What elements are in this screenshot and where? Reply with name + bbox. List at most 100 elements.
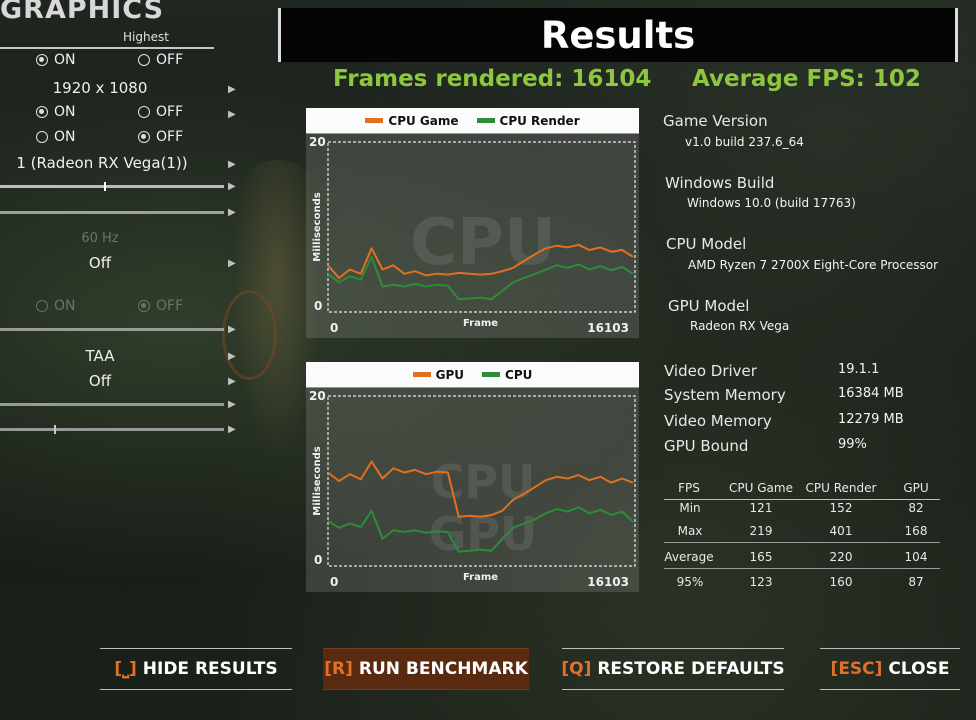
table-row: Average 165 220 104 — [664, 547, 940, 569]
series-line-2 — [327, 506, 634, 553]
cpu-frametime-chart: CPU Game CPU Render CPU 20 0 0 16103 Frame Mil… — [306, 108, 639, 338]
x-tick-label: 16103 — [587, 575, 629, 589]
refresh-rate-value: 60 Hz — [81, 231, 119, 246]
option-on-radio: ON — [36, 298, 76, 314]
results-header: Results — [278, 8, 958, 62]
frames-rendered: Frames rendered: 16104 — [333, 66, 652, 92]
restore-defaults-button[interactable]: [Q] RESTORE DEFAULTS — [561, 648, 785, 690]
button-label: RESTORE DEFAULTS — [597, 659, 785, 679]
background-ring — [222, 290, 277, 380]
run-benchmark-button[interactable]: [R] RUN BENCHMARK — [323, 648, 529, 690]
legend-item: GPU — [412, 368, 464, 382]
x-tick-label: 0 — [330, 321, 338, 335]
key-hint: [ESC] — [830, 659, 883, 679]
hide-results-button[interactable]: [⎵] HIDE RESULTS — [100, 648, 292, 690]
option-off-radio[interactable]: OFF — [138, 52, 183, 68]
gpu-select-value[interactable]: 1 (Radeon RX Vega(1)) — [16, 154, 188, 172]
option-off-radio[interactable]: OFF — [138, 129, 183, 145]
arrow-right-icon[interactable]: ▶ — [228, 159, 236, 170]
x-axis-label: Frame — [463, 572, 498, 583]
table-cell: 87 — [908, 575, 924, 589]
slider-knob[interactable] — [104, 182, 106, 191]
anti-aliasing-value[interactable]: TAA — [85, 347, 115, 365]
cpu-model-value: AMD Ryzen 7 2700X Eight-Core Processor — [688, 258, 939, 272]
row-label: Min — [679, 501, 701, 515]
y-tick-label: 20 — [309, 389, 326, 403]
arrow-right-icon[interactable]: ▶ — [228, 424, 236, 435]
arrow-right-icon[interactable]: ▶ — [228, 351, 236, 362]
legend-swatch — [365, 118, 384, 123]
button-label: RUN BENCHMARK — [358, 659, 528, 679]
button-label: CLOSE — [888, 659, 950, 679]
row-label: Max — [677, 524, 703, 538]
setting-slider[interactable] — [0, 328, 224, 331]
option-off-radio: OFF — [138, 298, 183, 314]
button-label: HIDE RESULTS — [142, 659, 278, 679]
graphics-settings-panel: GRAPHICS Highest ON OFF 1920 x 1080 ▶ ON… — [0, 0, 240, 440]
average-fps: Average FPS: 102 — [692, 66, 921, 92]
y-tick-label: 0 — [314, 299, 322, 313]
arrow-right-icon[interactable]: ▶ — [228, 181, 236, 192]
option-off-radio[interactable]: OFF — [138, 104, 183, 120]
option-on-radio[interactable]: ON — [36, 129, 76, 145]
title-divider — [0, 47, 214, 49]
arrow-right-icon[interactable]: ▶ — [228, 84, 236, 95]
legend-swatch — [476, 118, 495, 123]
slider-knob[interactable] — [54, 425, 56, 434]
key-hint: [Q] — [561, 659, 592, 679]
option-label: OFF — [156, 129, 184, 145]
table-row: Min 121 152 82 — [664, 498, 940, 520]
y-tick-label: 20 — [309, 135, 326, 149]
arrow-right-icon[interactable]: ▶ — [228, 258, 236, 269]
option-label: ON — [54, 104, 76, 120]
arrow-right-icon[interactable]: ▶ — [228, 376, 236, 387]
setting-value[interactable]: Off — [88, 254, 112, 272]
gpu-model-label: GPU Model — [668, 297, 750, 315]
arrow-right-icon[interactable]: ▶ — [228, 399, 236, 410]
setting-slider[interactable] — [0, 425, 224, 434]
setting-slider[interactable] — [0, 403, 224, 406]
preset-label: Highest — [123, 30, 169, 44]
column-header: GPU — [903, 481, 929, 495]
legend-label: CPU — [505, 367, 533, 382]
column-header: FPS — [678, 481, 700, 495]
radio-unselected-icon — [138, 54, 150, 66]
arrow-right-icon[interactable]: ▶ — [228, 109, 236, 120]
gpu-bound-value: 99% — [838, 437, 867, 452]
radio-selected-icon — [138, 131, 150, 143]
series-line-1 — [327, 243, 634, 279]
resolution-value[interactable]: 1920 x 1080 — [52, 79, 148, 97]
chart-watermark: CPU — [431, 455, 536, 509]
close-button[interactable]: [ESC] CLOSE — [820, 648, 960, 690]
option-label: OFF — [156, 52, 184, 68]
cpu-model-label: CPU Model — [666, 235, 747, 253]
arrow-right-icon[interactable]: ▶ — [228, 324, 236, 335]
table-header-row: FPS CPU Game CPU Render GPU — [664, 478, 940, 500]
system-memory-label: System Memory — [664, 386, 786, 404]
video-driver-label: Video Driver — [664, 362, 757, 380]
option-label: ON — [54, 52, 76, 68]
option-on-radio[interactable]: ON — [36, 52, 76, 68]
option-on-radio[interactable]: ON — [36, 104, 76, 120]
gpu-frametime-chart: GPU CPU CPU GPU 20 0 0 16103 Frame Milliseconds — [306, 362, 639, 592]
chart-plot: CPU 20 00 16103 Frame Milliseconds — [309, 135, 636, 335]
table-cell: 401 — [829, 524, 853, 538]
windows-build-label: Windows Build — [665, 174, 775, 192]
y-axis-label: Milliseconds — [312, 192, 323, 261]
windows-build-value: Windows 10.0 (build 17763) — [687, 196, 856, 210]
chart-watermark: GPU — [429, 507, 538, 561]
setting-value[interactable]: Off — [88, 372, 112, 390]
option-label: OFF — [156, 104, 184, 120]
legend-item: CPU — [482, 368, 532, 382]
x-axis-label: Frame — [463, 318, 498, 329]
option-label: ON — [54, 129, 76, 145]
page-title: Results — [540, 14, 696, 57]
panel-title: GRAPHICS — [0, 0, 165, 25]
column-header: CPU Render — [805, 481, 877, 495]
setting-slider[interactable] — [0, 211, 224, 214]
series-line-2 — [327, 255, 634, 301]
setting-slider[interactable] — [0, 182, 224, 191]
gpu-bound-label: GPU Bound — [664, 437, 749, 455]
video-driver-value: 19.1.1 — [838, 362, 880, 377]
arrow-right-icon[interactable]: ▶ — [228, 207, 236, 218]
